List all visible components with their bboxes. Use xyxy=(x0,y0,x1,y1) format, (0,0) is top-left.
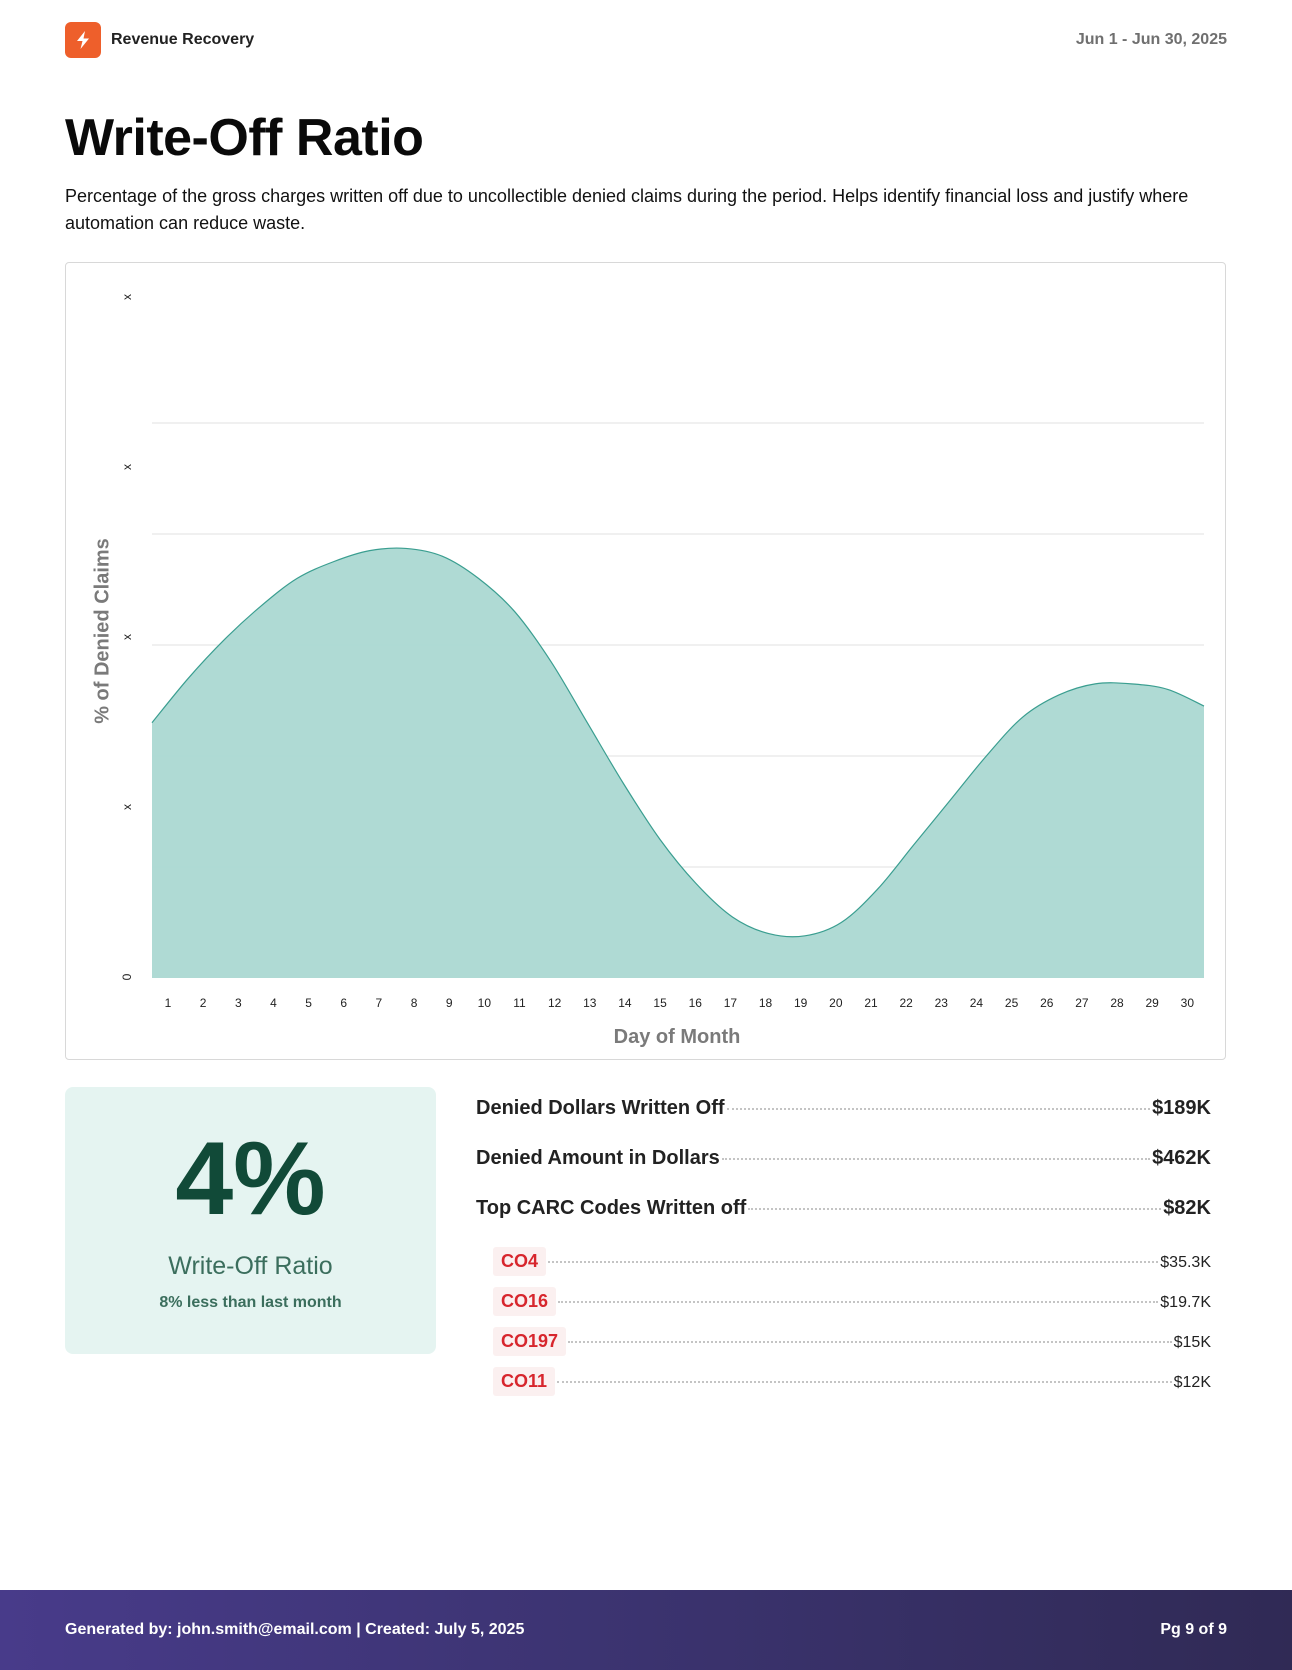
stat-label: Denied Dollars Written Off xyxy=(476,1097,725,1119)
y-tick-label: x xyxy=(120,294,134,300)
stat-value: $189K xyxy=(1152,1097,1211,1119)
y-tick-label: x xyxy=(120,634,134,640)
carc-code-row: CO11 $12K xyxy=(476,1367,1211,1407)
x-tick-label: 9 xyxy=(445,996,453,1010)
report-header: Revenue Recovery Jun 1 - Jun 30, 2025 xyxy=(65,22,1227,58)
generated-by: Generated by: john.smith@email.com | Cre… xyxy=(65,1621,525,1638)
stats-list: Denied Dollars Written Off $189K Denied … xyxy=(476,1097,1211,1407)
kpi-label: Write-Off Ratio xyxy=(168,1252,333,1280)
kpi-comparison: 8% less than last month xyxy=(159,1294,342,1311)
stat-row: Denied Dollars Written Off $189K xyxy=(476,1097,1211,1147)
x-tick-label: 15 xyxy=(653,996,667,1010)
brand: Revenue Recovery xyxy=(65,22,254,58)
x-tick-label: 3 xyxy=(234,996,242,1010)
lightning-bolt-icon xyxy=(65,22,101,58)
x-tick-label: 29 xyxy=(1145,996,1159,1010)
kpi-value: 4% xyxy=(175,1121,326,1237)
dot-leader xyxy=(748,1208,1162,1210)
x-tick-label: 24 xyxy=(969,996,984,1010)
stat-label: Denied Amount in Dollars xyxy=(476,1147,720,1169)
x-tick-label: 27 xyxy=(1075,996,1089,1010)
y-tick-label: x xyxy=(120,804,134,810)
chart-plot xyxy=(151,422,1205,978)
carc-code-value: $15K xyxy=(1173,1334,1211,1351)
stat-label: Top CARC Codes Written off xyxy=(476,1197,747,1219)
carc-code-badge: CO197 xyxy=(493,1327,567,1356)
y-tick-label: x xyxy=(120,464,134,470)
x-tick-label: 5 xyxy=(305,996,312,1010)
x-tick-label: 17 xyxy=(723,996,738,1010)
dot-leader xyxy=(558,1301,1159,1303)
report-footer: Generated by: john.smith@email.com | Cre… xyxy=(0,1590,1292,1670)
x-tick-label: 14 xyxy=(618,996,632,1010)
stat-value: $462K xyxy=(1152,1147,1211,1169)
carc-code-value: $35.3K xyxy=(1160,1254,1211,1271)
x-tick-label: 30 xyxy=(1180,996,1195,1010)
x-tick-label: 16 xyxy=(688,996,702,1010)
carc-code-row: CO4 $35.3K xyxy=(476,1247,1211,1287)
dot-leader xyxy=(568,1341,1172,1343)
stat-row: Denied Amount in Dollars $462K xyxy=(476,1147,1211,1197)
x-tick-label: 20 xyxy=(829,996,843,1010)
x-tick-label: 23 xyxy=(934,996,948,1010)
dot-leader xyxy=(726,1108,1151,1110)
x-tick-label: 8 xyxy=(410,996,418,1010)
x-tick-label: 6 xyxy=(340,996,348,1010)
y-tick-label: 0 xyxy=(120,973,134,981)
x-tick-label: 4 xyxy=(270,996,277,1010)
x-tick-label: 18 xyxy=(758,996,773,1010)
stat-value: $82K xyxy=(1163,1197,1211,1219)
x-tick-label: 1 xyxy=(164,996,172,1010)
x-axis-label: Day of Month xyxy=(613,1026,741,1048)
kpi-card: 4% Write-Off Ratio 8% less than last mon… xyxy=(65,1087,436,1354)
x-tick-label: 7 xyxy=(375,996,383,1010)
area-line xyxy=(151,547,1205,938)
brand-name: Revenue Recovery xyxy=(111,31,255,48)
dot-leader xyxy=(548,1261,1159,1263)
area-fill xyxy=(152,548,1204,978)
x-tick-label: 12 xyxy=(547,996,562,1010)
x-tick-label: 21 xyxy=(864,996,878,1010)
x-tick-label: 11 xyxy=(513,996,526,1010)
page-title: Write-Off Ratio xyxy=(65,109,424,167)
date-range: Jun 1 - Jun 30, 2025 xyxy=(1075,31,1227,48)
page-description: Percentage of the gross charges written … xyxy=(65,186,1189,233)
carc-code-badge: CO11 xyxy=(493,1367,556,1396)
page-number: Pg 9 of 9 xyxy=(1160,1621,1227,1638)
x-tick-label: 19 xyxy=(794,996,808,1010)
dot-leader xyxy=(557,1381,1172,1383)
carc-code-row: CO197 $15K xyxy=(476,1327,1211,1367)
x-tick-label: 10 xyxy=(477,996,492,1010)
carc-code-value: $19.7K xyxy=(1160,1294,1211,1311)
carc-code-badge: CO16 xyxy=(493,1287,557,1316)
carc-code-badge: CO4 xyxy=(493,1247,547,1276)
stat-row: Top CARC Codes Written off $82K xyxy=(476,1197,1211,1247)
y-axis-label: % of Denied Claims xyxy=(91,538,114,724)
x-tick-label: 26 xyxy=(1040,996,1054,1010)
x-tick-label: 22 xyxy=(899,996,913,1010)
dot-leader xyxy=(721,1158,1151,1160)
carc-code-value: $12K xyxy=(1173,1374,1211,1391)
x-tick-label: 25 xyxy=(1004,996,1019,1010)
x-tick-label: 28 xyxy=(1110,996,1124,1010)
x-tick-label: 13 xyxy=(583,996,597,1010)
x-tick-label: 2 xyxy=(199,996,207,1010)
carc-code-row: CO16 $19.7K xyxy=(476,1287,1211,1327)
